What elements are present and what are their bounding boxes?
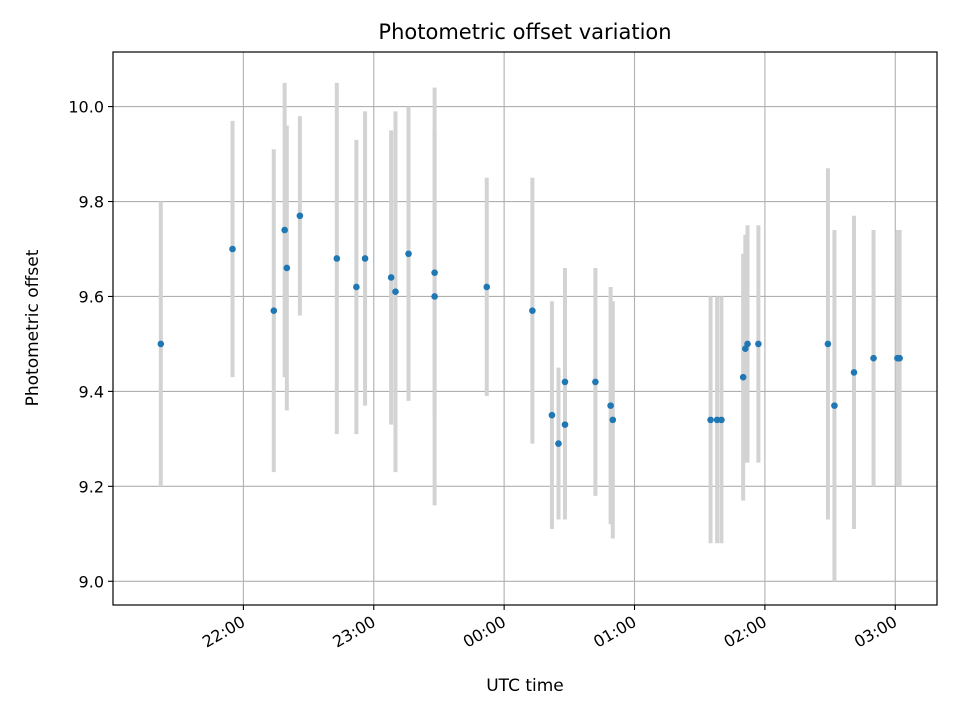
- chart-title: Photometric offset variation: [378, 20, 671, 44]
- data-point: [607, 402, 614, 409]
- data-point: [609, 416, 617, 424]
- data-point: [281, 226, 288, 234]
- data-point: [592, 378, 599, 386]
- data-point: [561, 378, 569, 386]
- data-point: [718, 416, 725, 424]
- y-axis-ticks: 9.0 9.2 9.4 9.6 9.8 10.0: [68, 98, 113, 591]
- data-point: [548, 411, 556, 419]
- y-tick-label: 9.4: [79, 382, 104, 401]
- data-point: [283, 264, 291, 272]
- data-point: [361, 255, 369, 262]
- data-point: [831, 402, 838, 409]
- data-point: [744, 340, 751, 348]
- y-tick-label: 9.2: [79, 477, 104, 496]
- y-tick-label: 9.6: [79, 287, 104, 306]
- data-point: [157, 340, 165, 348]
- grid-lines: [113, 52, 937, 605]
- data-point: [739, 373, 747, 381]
- data-point: [555, 440, 562, 447]
- data-point: [353, 283, 360, 291]
- x-axis-label: UTC time: [486, 676, 564, 696]
- y-tick-label: 9.8: [79, 193, 104, 212]
- y-tick-label: 10.0: [68, 98, 104, 117]
- data-point: [707, 416, 714, 424]
- data-point: [529, 307, 536, 314]
- data-point: [392, 288, 399, 296]
- data-point: [561, 421, 569, 428]
- point-layer: [157, 212, 903, 447]
- plot-frame: [112, 51, 938, 606]
- data-point: [755, 340, 762, 348]
- data-point: [387, 274, 395, 281]
- data-point: [333, 255, 341, 262]
- data-point: [850, 369, 858, 376]
- y-axis-label: Photometric offset: [23, 249, 43, 406]
- data-point: [824, 340, 832, 348]
- data-point: [229, 245, 236, 253]
- data-point: [431, 269, 438, 277]
- data-point: [870, 354, 877, 362]
- data-point: [270, 307, 278, 314]
- data-point: [296, 212, 304, 220]
- data-point: [431, 293, 438, 300]
- data-point: [896, 354, 903, 362]
- y-tick-label: 9.0: [79, 572, 104, 591]
- data-point: [483, 283, 491, 291]
- data-point: [405, 250, 412, 258]
